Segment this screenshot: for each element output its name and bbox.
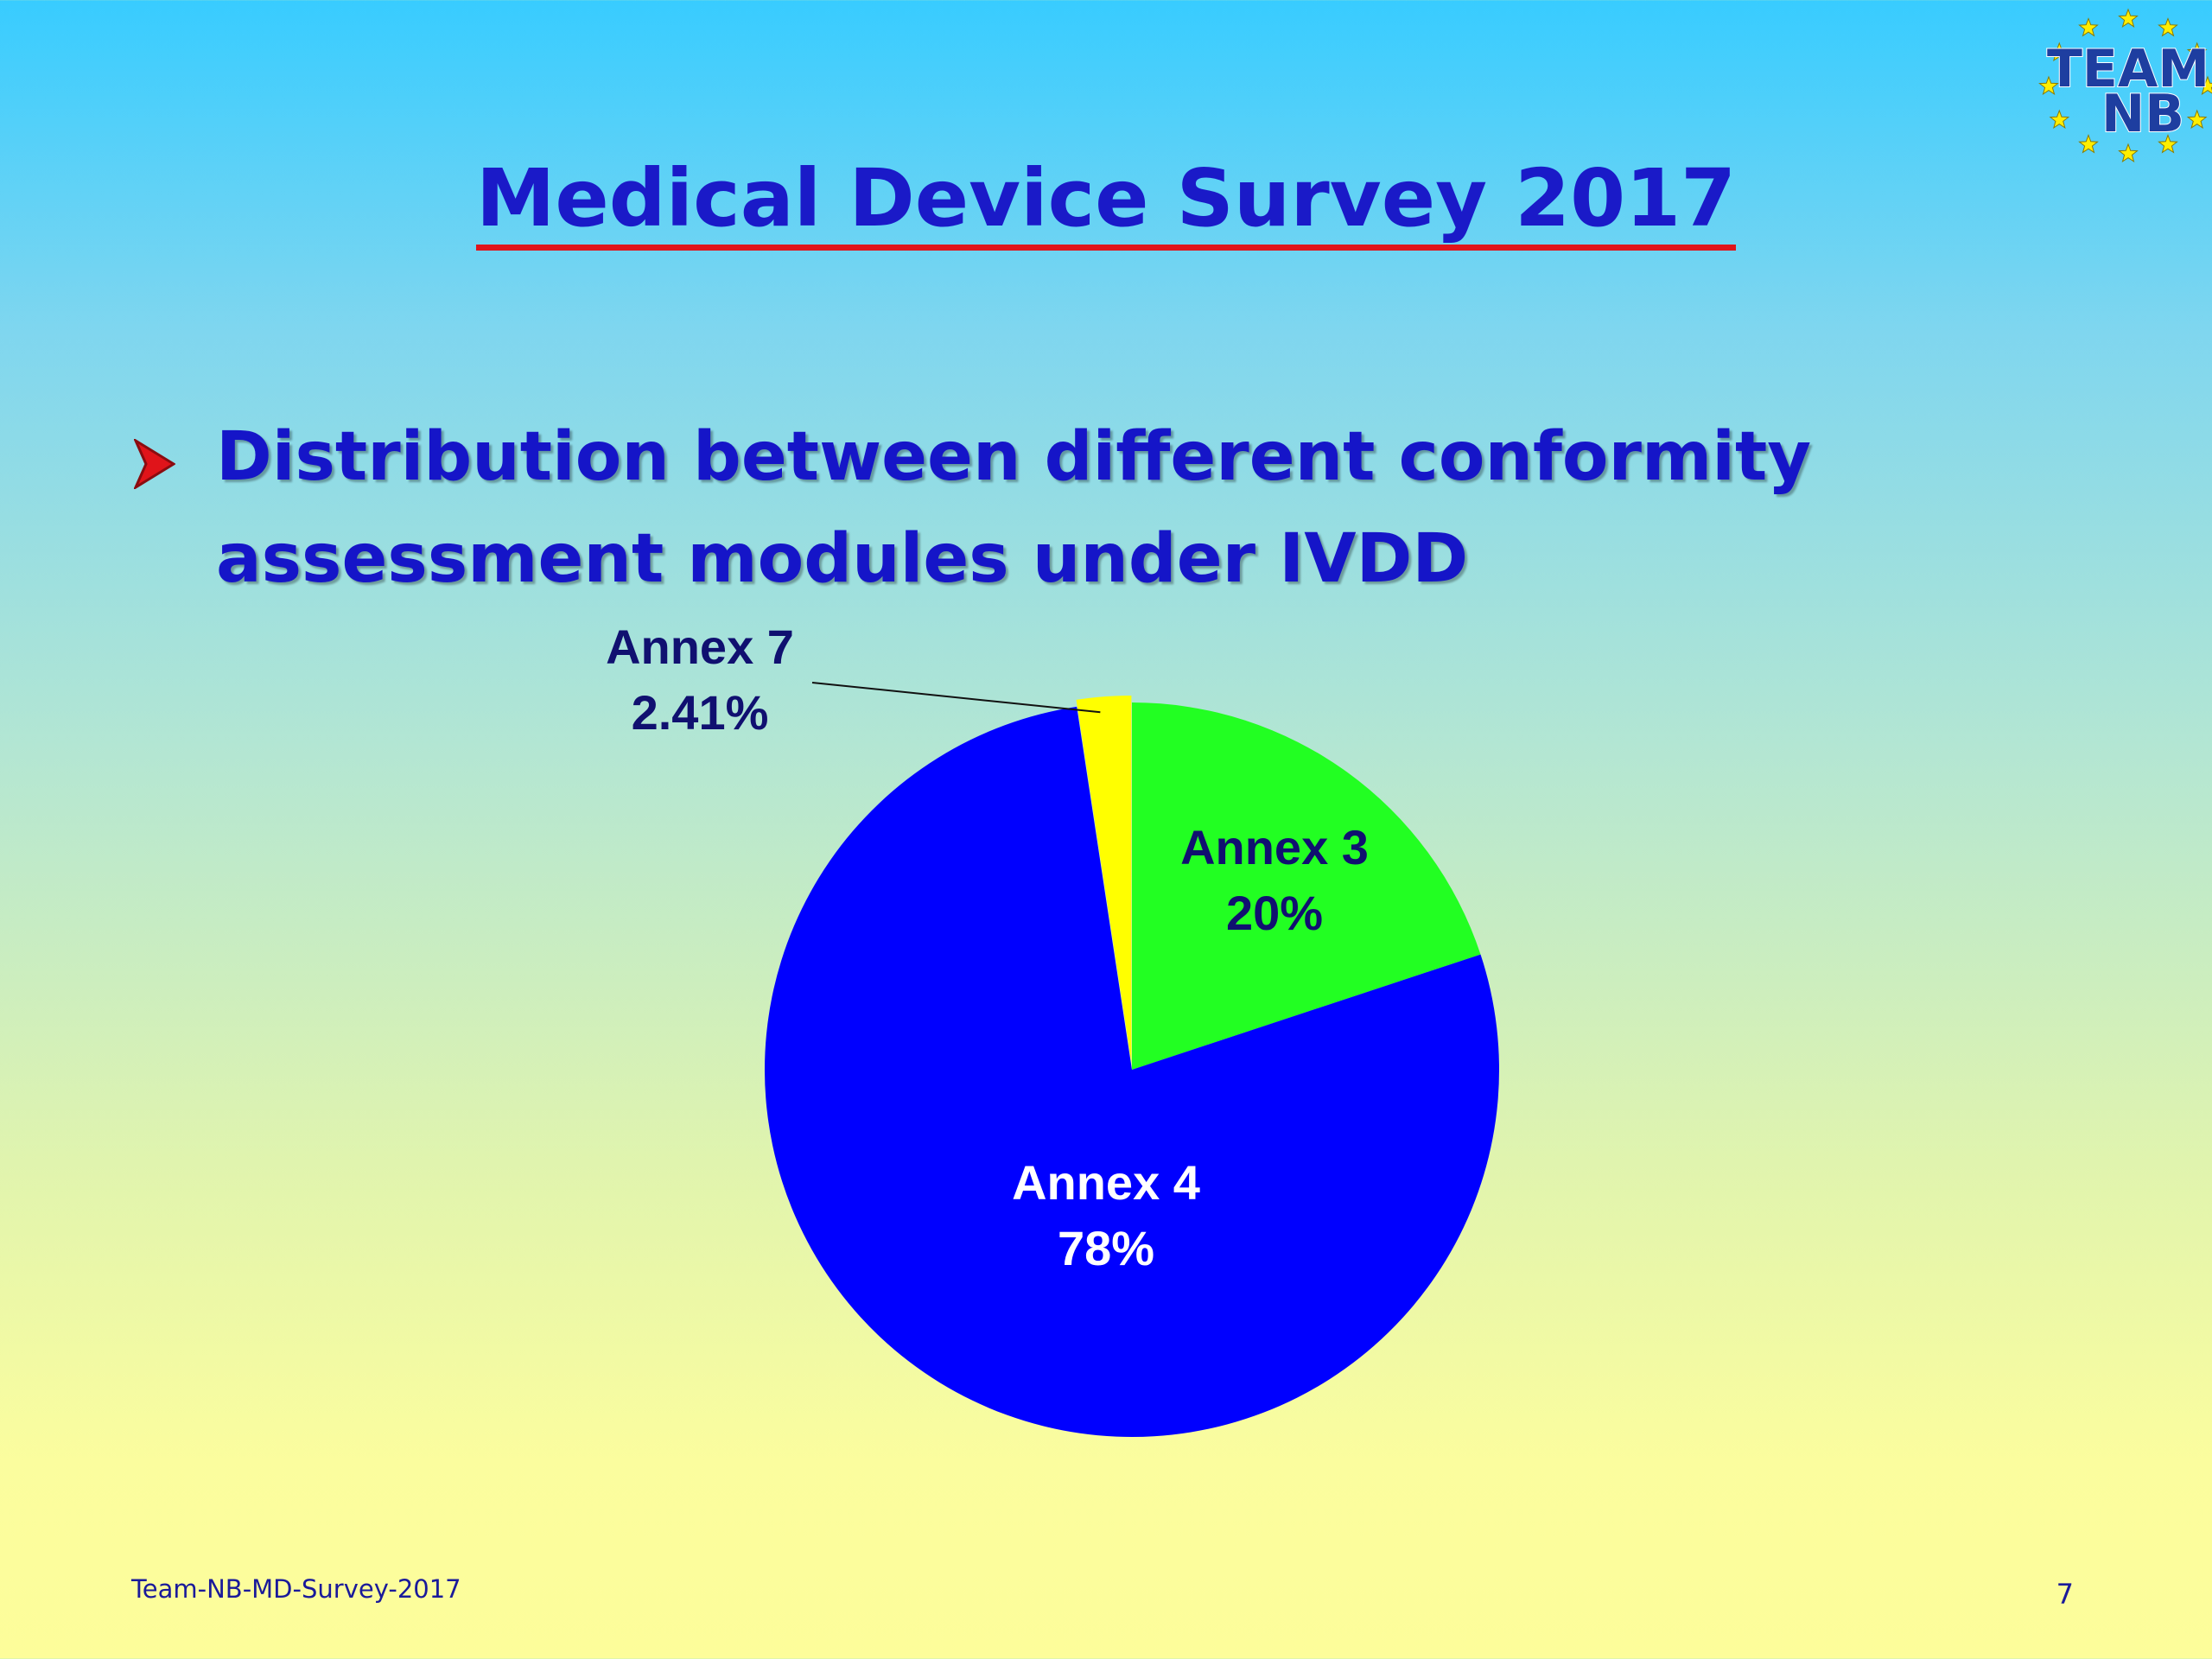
page-number: 7 <box>2056 1578 2074 1611</box>
logo-star <box>2158 134 2178 154</box>
logo-star <box>2186 109 2208 130</box>
logo-star <box>2049 41 2070 62</box>
bullet-text: Distribution between different conformit… <box>216 418 1812 598</box>
logo-star <box>2078 17 2099 37</box>
logo-star <box>2038 75 2059 96</box>
pie-slice-annex-4 <box>765 706 1499 1437</box>
slice-label-value: 2.41% <box>632 685 769 740</box>
slice-label-value: 78% <box>1058 1221 1154 1275</box>
logo-star <box>2118 143 2139 163</box>
arrow-bullet-icon <box>134 439 175 489</box>
leader-line-annex-7 <box>811 682 1101 714</box>
logo-star <box>2186 41 2208 62</box>
slice-label-name: Annex 3 <box>1180 820 1369 874</box>
logo-star <box>2049 109 2070 130</box>
footer-text: Team-NB-MD-Survey-2017 <box>131 1574 461 1604</box>
logo-star <box>2078 134 2099 154</box>
logo-line1: TEAM <box>2047 39 2209 99</box>
pie-slice-annex-3 <box>1132 702 1481 1070</box>
slice-label-name: Annex 7 <box>606 620 794 674</box>
slice-label-value: 20% <box>1226 886 1323 940</box>
slide-title: Medical Device Survey 2017 <box>0 152 2212 251</box>
logo-star <box>2118 8 2139 29</box>
logo-star <box>2158 17 2178 37</box>
star-ring-icon <box>2038 8 2212 163</box>
team-nb-logo: TEAM NB <box>2038 8 2212 163</box>
pie-slice-annex-7 <box>1076 696 1132 1064</box>
slice-label-name: Annex 4 <box>1012 1155 1200 1210</box>
logo-line2: NB <box>2101 84 2184 144</box>
logo-star <box>2197 75 2212 96</box>
